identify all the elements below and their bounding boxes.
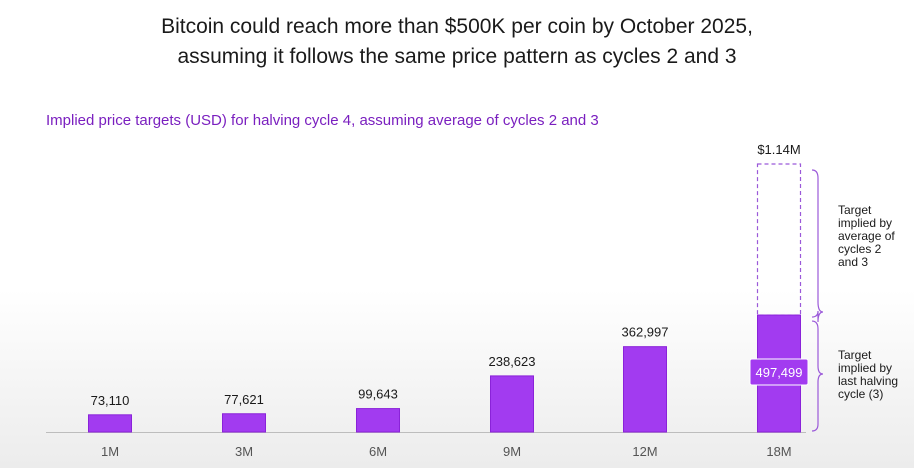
annotation-last-cycle-line: cycle (3) xyxy=(838,387,884,401)
headline: Bitcoin could reach more than $500K per … xyxy=(0,12,914,72)
chart-title: Implied price targets (USD) for halving … xyxy=(46,112,599,129)
x-tick-label: 18M xyxy=(766,444,791,459)
headline-line-1: Bitcoin could reach more than $500K per … xyxy=(161,15,753,38)
x-tick-label: 12M xyxy=(632,444,657,459)
annotation-average-line: average of xyxy=(838,229,895,243)
annotation-average-target: Target implied by average of cycles 2 an… xyxy=(838,204,895,269)
annotation-last-cycle-line: last halving xyxy=(838,374,899,388)
bar-9M xyxy=(490,375,534,433)
annotation-average-line: Target xyxy=(838,203,872,217)
value-label-box xyxy=(749,358,809,386)
extended-target-box xyxy=(756,163,802,316)
x-tick-label: 1M xyxy=(101,444,119,459)
x-tick-label: 6M xyxy=(369,444,387,459)
extended-target-label: $1.14M xyxy=(757,142,800,157)
bar-3M xyxy=(222,413,266,433)
value-label: 99,643 xyxy=(358,387,398,402)
bar-6M xyxy=(356,408,400,433)
value-label: 497,499 xyxy=(756,365,803,380)
headline-line-2: assuming it follows the same price patte… xyxy=(177,45,737,68)
value-label: 362,997 xyxy=(622,325,669,340)
bar-1M xyxy=(88,414,132,433)
bracket-average-target xyxy=(811,169,824,323)
annotation-average-line: cycles 2 xyxy=(838,242,882,256)
value-label: 77,621 xyxy=(224,392,264,407)
annotation-last-cycle-line: implied by xyxy=(838,361,893,375)
annotation-average-line: implied by xyxy=(838,216,893,230)
x-tick-label: 9M xyxy=(503,444,521,459)
value-label: 238,623 xyxy=(489,354,536,369)
bar-12M xyxy=(623,346,667,433)
bracket-last-cycle-target xyxy=(811,320,824,432)
annotation-last-cycle-target: Target implied by last halving cycle (3) xyxy=(838,349,898,401)
value-label: 73,110 xyxy=(91,393,130,408)
annotation-last-cycle-line: Target xyxy=(838,348,872,362)
x-tick-label: 3M xyxy=(235,444,253,459)
annotation-average-line: and 3 xyxy=(838,255,869,269)
